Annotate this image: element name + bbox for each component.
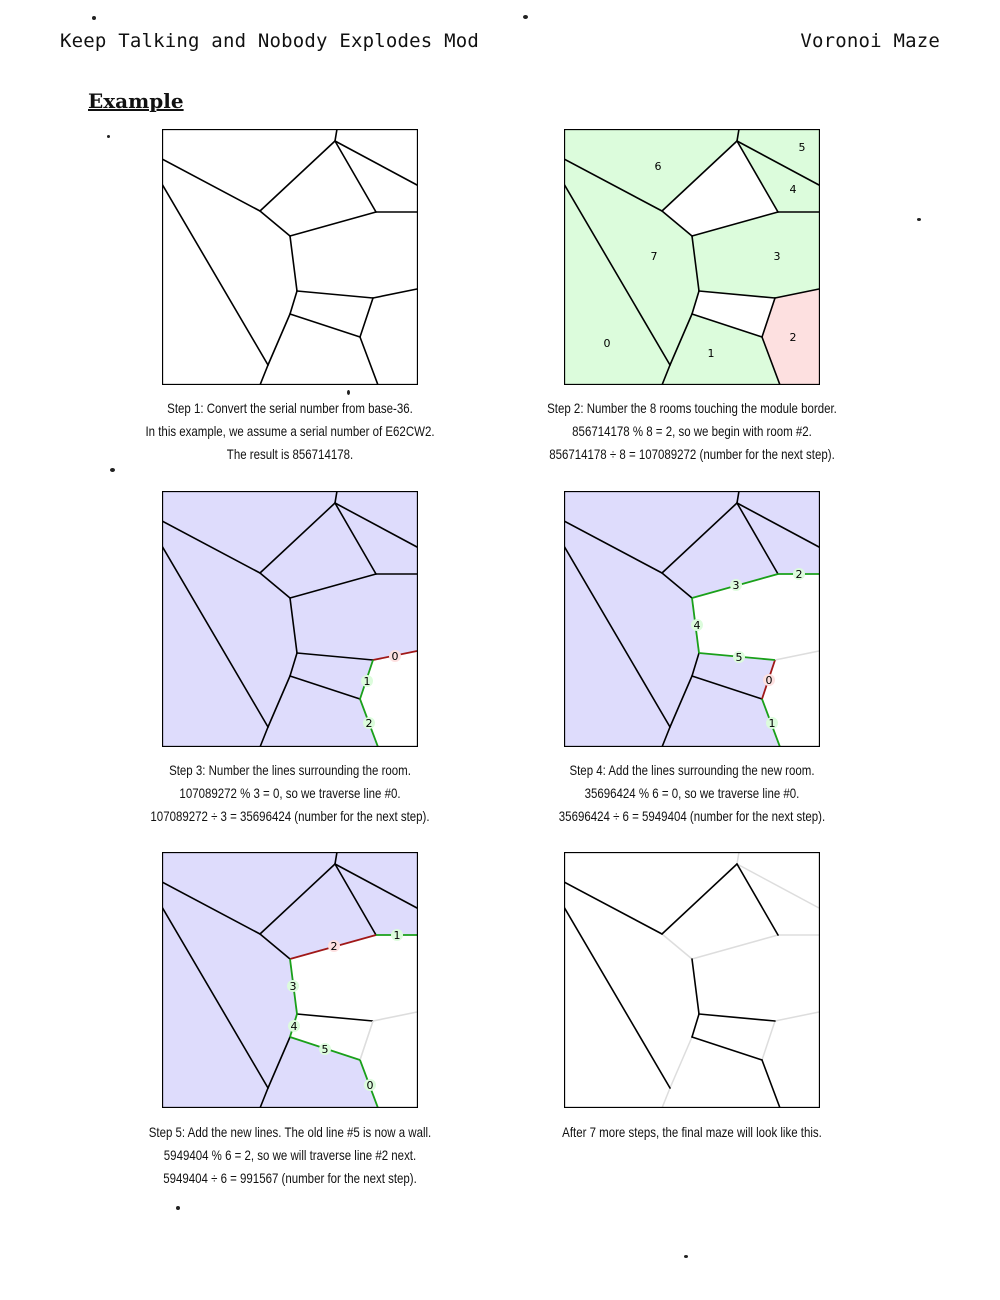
line-label: 3 xyxy=(733,579,740,592)
caption-line: Step 5: Add the new lines. The old line … xyxy=(148,1124,432,1140)
room-label: 5 xyxy=(799,141,806,154)
line-label: 1 xyxy=(769,717,776,730)
line-label: 5 xyxy=(322,1043,329,1056)
ink-speck xyxy=(107,135,110,138)
room-label: 6 xyxy=(655,160,662,173)
ink-speck xyxy=(92,16,96,20)
line-label: 1 xyxy=(364,675,371,688)
line-label: 2 xyxy=(796,568,803,581)
caption-line: 107089272 ÷ 3 = 35696424 (number for the… xyxy=(150,808,430,824)
section-title: Example xyxy=(88,89,184,113)
ink-speck xyxy=(347,390,350,395)
room-label: 2 xyxy=(790,331,797,344)
caption-step-2: Step 2: Number the 8 rooms touching the … xyxy=(512,397,873,466)
caption-line: In this example, we assume a serial numb… xyxy=(145,423,435,439)
caption-line: The result is 856714178. xyxy=(226,446,354,462)
ink-speck xyxy=(110,468,115,472)
line-label: 4 xyxy=(291,1020,298,1033)
line-label: 2 xyxy=(366,717,373,730)
ink-speck xyxy=(523,15,528,19)
room-label: 0 xyxy=(604,337,611,350)
line-label: 4 xyxy=(694,619,701,632)
line-label: 5 xyxy=(736,651,743,664)
voronoi-diagram-step-1 xyxy=(162,129,418,385)
room-label: 1 xyxy=(708,347,715,360)
caption-line: Step 3: Number the lines surrounding the… xyxy=(169,762,411,778)
caption-final-maze: After 7 more steps, the final maze will … xyxy=(512,1121,873,1144)
voronoi-diagram-final-maze xyxy=(564,852,820,1108)
caption-line: 35696424 % 6 = 0, so we traverse line #0… xyxy=(584,785,800,801)
line-label: 1 xyxy=(394,929,401,942)
caption-line: 5949404 % 6 = 2, so we will traverse lin… xyxy=(163,1147,417,1163)
line-label: 3 xyxy=(290,980,297,993)
line-label: 0 xyxy=(367,1079,374,1092)
caption-step-1: Step 1: Convert the serial number from b… xyxy=(110,397,471,466)
caption-step-5: Step 5: Add the new lines. The old line … xyxy=(110,1121,471,1190)
caption-line: 856714178 ÷ 8 = 107089272 (number for th… xyxy=(549,446,835,462)
voronoi-diagram-step-4: 0 1 2 3 4 5 xyxy=(564,491,820,747)
caption-line: Step 1: Convert the serial number from b… xyxy=(167,400,413,416)
line-label: 0 xyxy=(766,674,773,687)
room-label: 7 xyxy=(651,250,658,263)
caption-line: 5949404 ÷ 6 = 991567 (number for the nex… xyxy=(163,1170,417,1186)
caption-line: After 7 more steps, the final maze will … xyxy=(562,1124,822,1140)
room-label: 3 xyxy=(774,250,781,263)
voronoi-diagram-step-3: 0 1 2 xyxy=(162,491,418,747)
header-module-title: Voronoi Maze xyxy=(800,30,940,52)
line-label: 0 xyxy=(392,650,399,663)
caption-line: Step 4: Add the lines surrounding the ne… xyxy=(569,762,815,778)
ink-speck xyxy=(917,218,921,221)
caption-line: Step 2: Number the 8 rooms touching the … xyxy=(547,400,837,416)
voronoi-diagram-step-2: 0 1 2 3 4 5 6 7 xyxy=(564,129,820,385)
room-label: 4 xyxy=(790,183,797,196)
voronoi-diagram-step-5: 0 1 2 3 4 5 xyxy=(162,852,418,1108)
caption-step-3: Step 3: Number the lines surrounding the… xyxy=(110,759,471,828)
header-module-name: Keep Talking and Nobody Explodes Mod xyxy=(60,30,480,52)
ink-speck xyxy=(684,1255,688,1258)
line-label: 2 xyxy=(331,940,338,953)
caption-line: 107089272 % 3 = 0, so we traverse line #… xyxy=(179,785,401,801)
caption-line: 35696424 ÷ 6 = 5949404 (number for the n… xyxy=(558,808,826,824)
caption-step-4: Step 4: Add the lines surrounding the ne… xyxy=(512,759,873,828)
ink-speck xyxy=(176,1206,180,1210)
caption-line: 856714178 % 8 = 2, so we begin with room… xyxy=(572,423,812,439)
